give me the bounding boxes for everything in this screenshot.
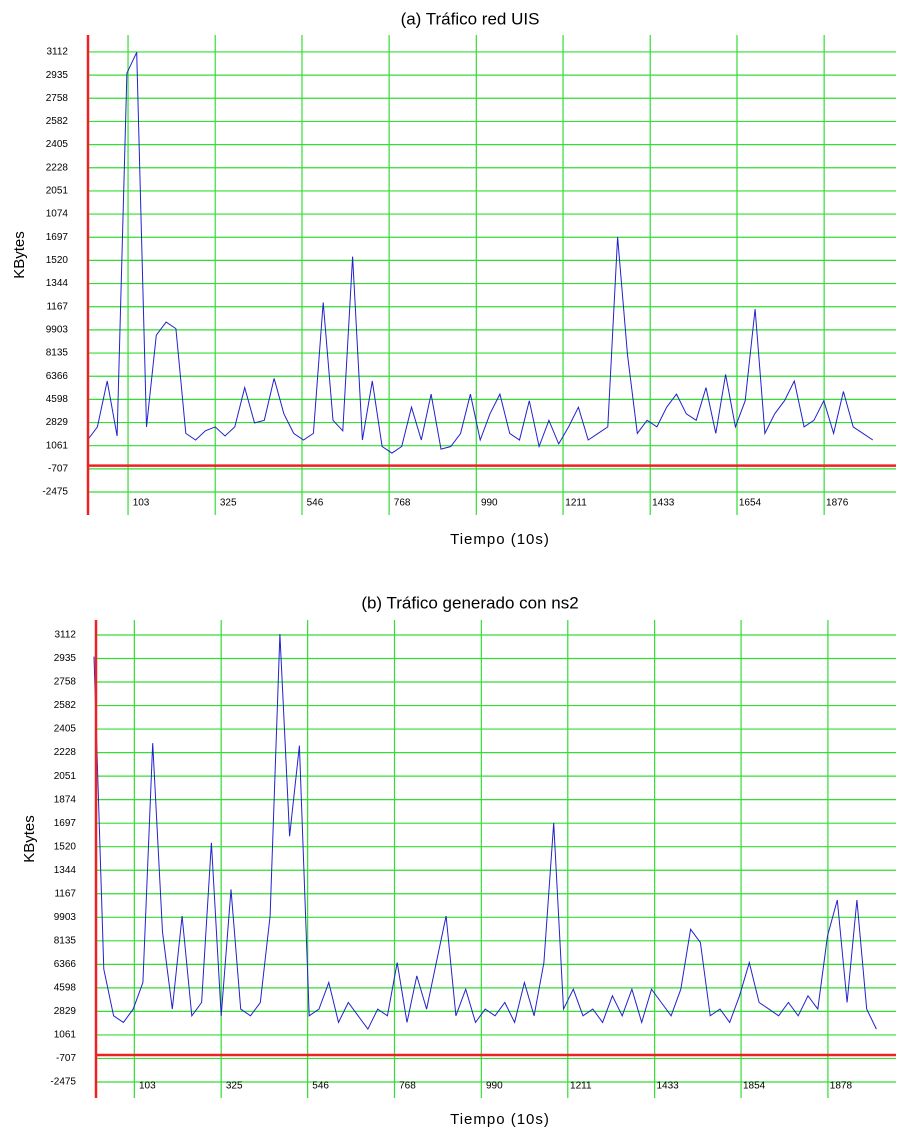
y-tick-label: 1344 [46,278,69,289]
y-tick-label: 1874 [54,794,77,805]
x-tick-label: 990 [486,1081,503,1092]
data-line [93,633,877,1031]
x-tick-label: 546 [312,1081,329,1092]
y-tick-label: 2582 [46,116,69,127]
y-tick-label: 2758 [46,93,69,104]
y-tick-label: 2405 [54,724,77,735]
x-tick-label: 1878 [830,1081,853,1092]
y-tick-label: 1167 [46,301,68,312]
x-tick-label: 1433 [657,1081,680,1092]
x-tick-label: 1876 [826,498,849,509]
y-tick-label: 2051 [54,771,77,782]
x-tick-label: 546 [307,498,324,509]
y-tick-label: 9903 [54,912,77,923]
y-tick-label: 2228 [54,747,77,758]
y-tick-label: 2829 [54,1006,77,1017]
y-tick-label: 1697 [46,232,69,243]
chart-title: (a) Tráfico red UIS [401,9,540,28]
x-tick-label: 103 [133,498,150,509]
y-tick-label: -2475 [50,1077,76,1088]
y-tick-label: 4598 [54,983,77,994]
y-tick-label: 8135 [46,348,69,359]
y-tick-label: 6366 [46,371,69,382]
data-line [87,52,874,454]
y-tick-label: -707 [48,464,68,475]
y-tick-label: 2935 [46,70,69,81]
y-tick-label: 4598 [46,394,69,405]
chart-title: (b) Tráfico generado con ns2 [361,593,578,612]
y-tick-label: 2582 [54,700,77,711]
y-tick-label: 1344 [54,865,77,876]
y-tick-label: 1520 [46,255,69,266]
x-tick-label: 1433 [652,498,675,509]
x-tick-label: 1654 [739,498,762,509]
x-axis-title: Tiempo (10s) [450,1111,550,1128]
y-axis-title: KBytes [11,231,28,279]
y-tick-label: 1061 [54,1030,77,1041]
y-tick-label: 1697 [54,818,77,829]
y-tick-label: 2228 [46,162,69,173]
y-tick-label: -707 [56,1053,76,1064]
x-tick-label: 990 [481,498,498,509]
x-tick-label: 1211 [570,1081,592,1092]
y-tick-label: 1061 [46,440,69,451]
y-tick-label: 1074 [46,209,69,220]
y-tick-label: 1167 [54,888,76,899]
y-tick-label: 2935 [54,653,77,664]
y-tick-label: -2475 [42,487,68,498]
y-tick-label: 2829 [46,417,69,428]
x-tick-label: 325 [220,498,237,509]
y-tick-label: 8135 [54,935,77,946]
y-tick-label: 6366 [54,959,77,970]
y-axis-title: KBytes [21,815,38,863]
y-tick-label: 3112 [54,630,76,641]
x-tick-label: 768 [399,1081,416,1092]
x-tick-label: 1854 [743,1081,766,1092]
x-tick-label: 103 [139,1081,156,1092]
y-tick-label: 1520 [54,841,77,852]
x-tick-label: 325 [226,1081,243,1092]
x-tick-label: 1211 [565,498,587,509]
y-tick-label: 2405 [46,139,69,150]
y-tick-label: 9903 [46,325,69,336]
y-tick-label: 2758 [54,677,77,688]
y-tick-label: 3112 [46,47,68,58]
y-tick-label: 2051 [46,186,69,197]
x-axis-title: Tiempo (10s) [450,531,550,548]
x-tick-label: 768 [394,498,411,509]
